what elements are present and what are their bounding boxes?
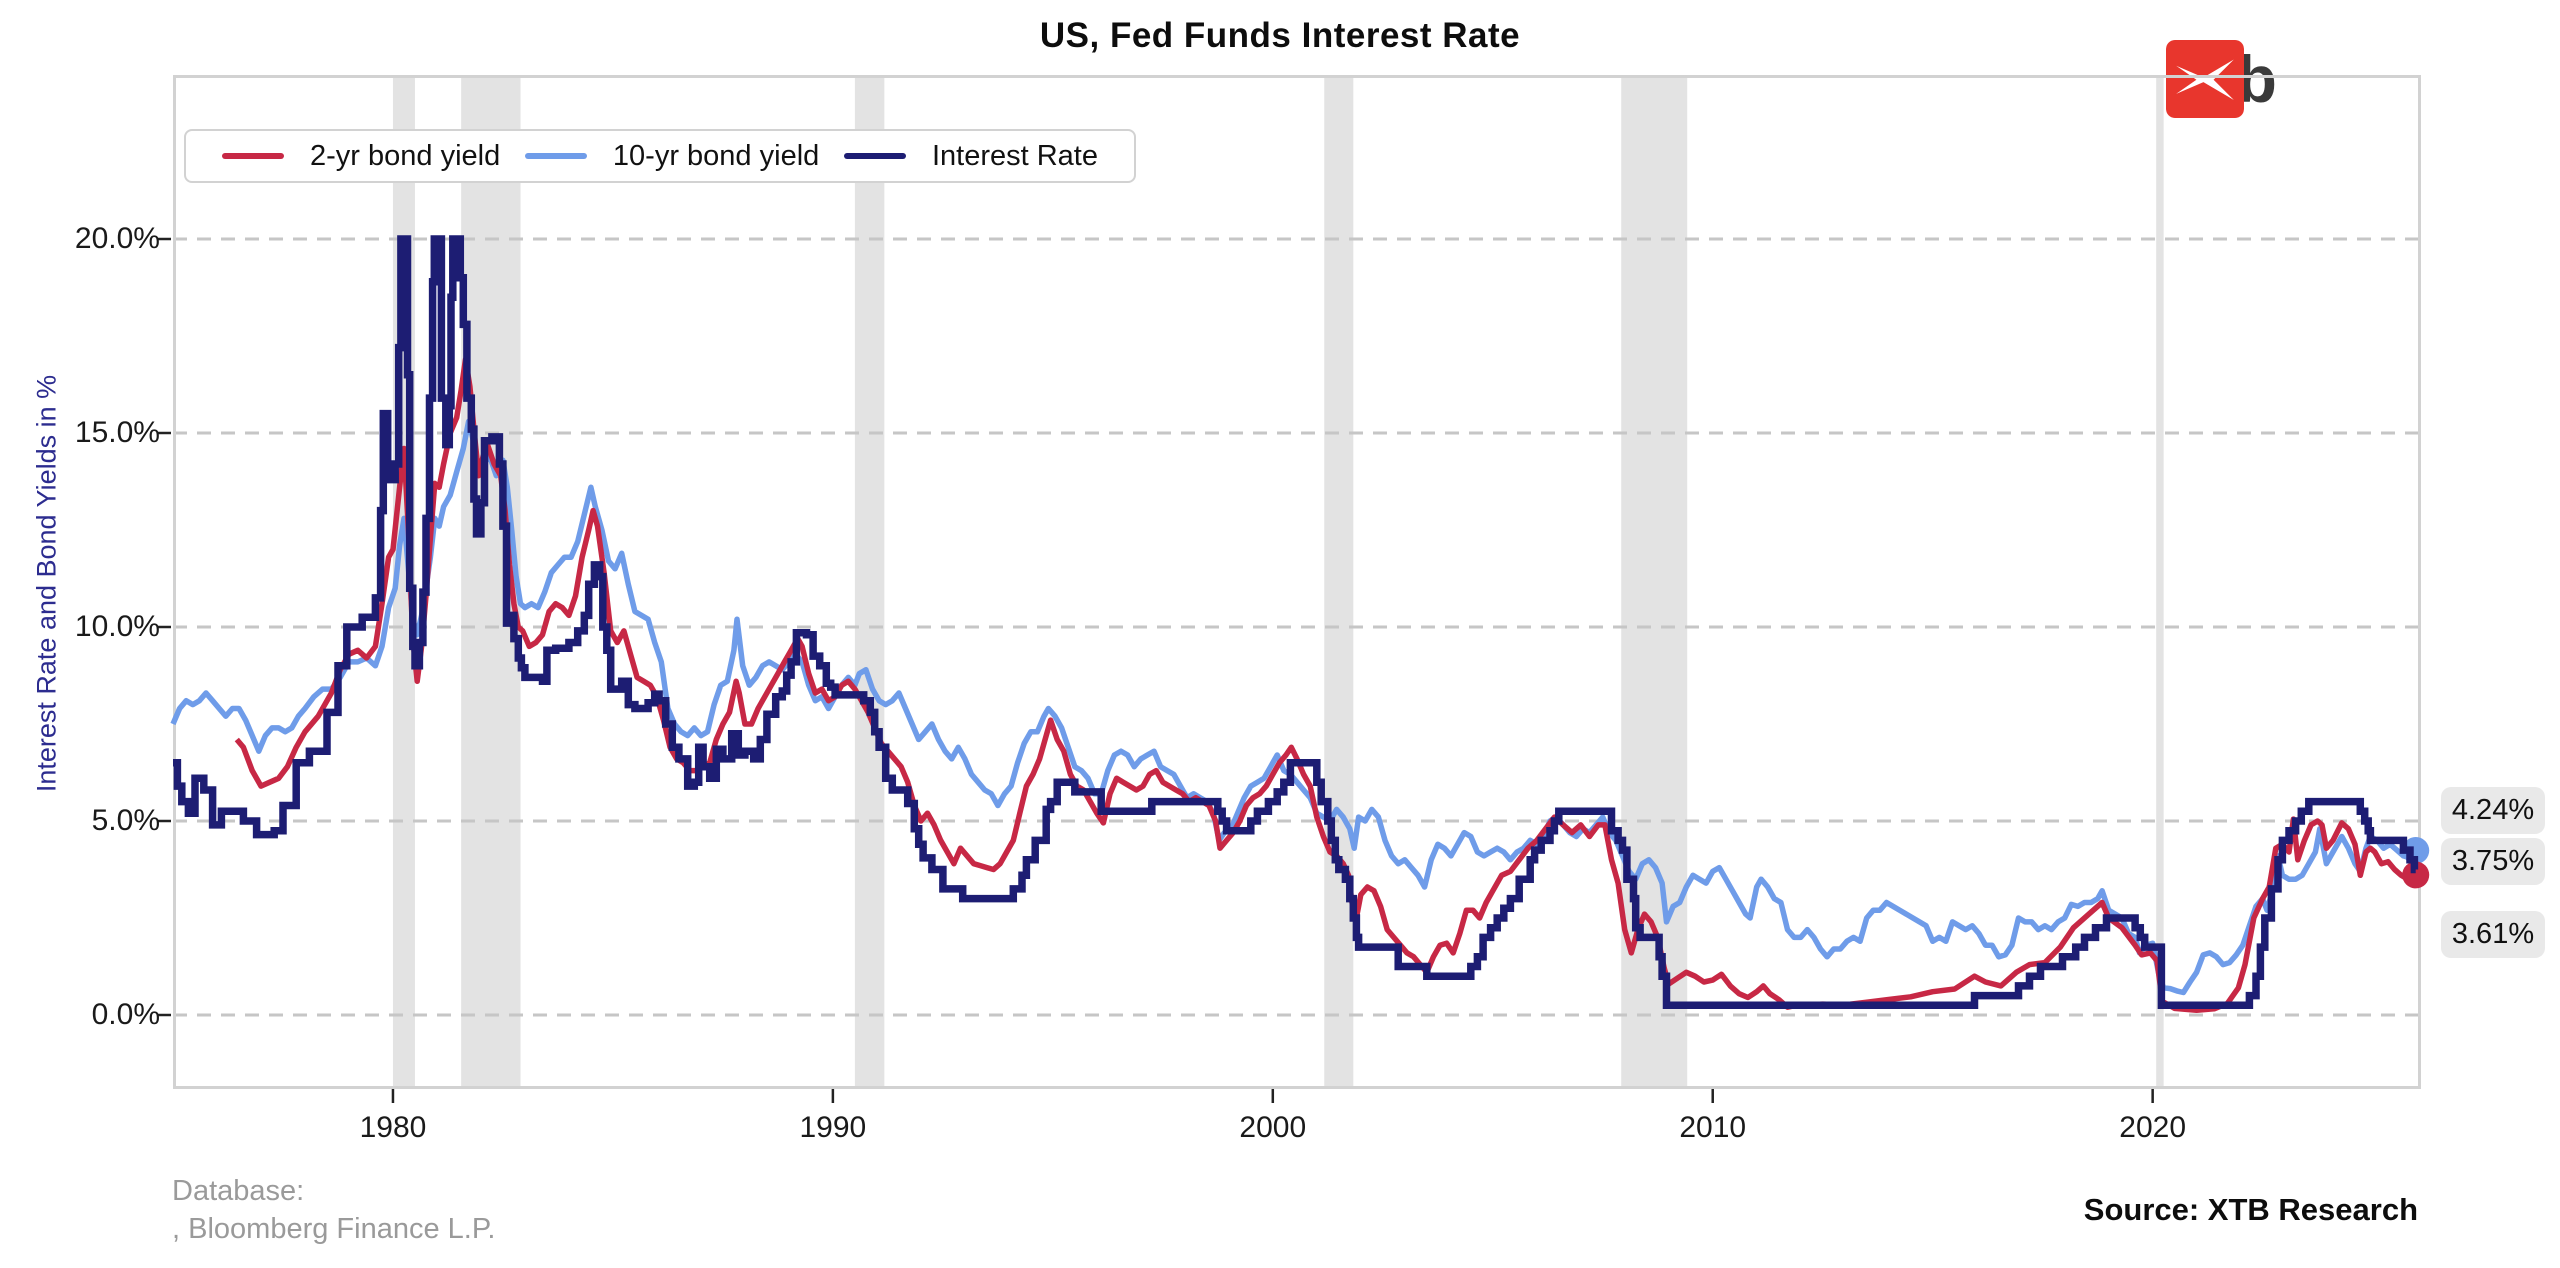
chart-legend: 2-yr bond yield 10-yr bond yield Interes… (184, 129, 1136, 183)
database-note-line1: Database: (172, 1175, 305, 1207)
legend-item-2yr: 2-yr bond yield (222, 140, 500, 173)
chart-title: US, Fed Funds Interest Rate (1039, 16, 1521, 55)
y-tick-label: 5.0% (91, 804, 160, 837)
y-tick-label: 10.0% (74, 610, 160, 643)
x-tick-label: 1990 (799, 1111, 867, 1144)
end-value-badge-10yr: 4.24% (2441, 787, 2545, 834)
x-tick-label: 1980 (359, 1111, 427, 1144)
recession-band (1324, 75, 1354, 1089)
legend-swatch-10yr (524, 153, 587, 159)
series-interest-rate (173, 235, 2419, 1010)
series-2-yr-bond-yield (234, 356, 2418, 1014)
y-tick-label: 15.0% (74, 416, 160, 449)
x-tick-label: 2010 (1679, 1111, 1747, 1144)
legend-label-2yr: 2-yr bond yield (310, 139, 501, 172)
x-tick-label: 2020 (2119, 1111, 2187, 1144)
database-note: Database: , Bloomberg Finance L.P. (172, 1172, 496, 1248)
y-tick-label: 0.0% (91, 998, 160, 1031)
x-tick-label: 2000 (1239, 1111, 1307, 1144)
legend-label-interest-rate: Interest Rate (931, 139, 1098, 172)
plot-border (173, 75, 2421, 1089)
recession-band (854, 75, 885, 1089)
source-note: Source: XTB Research (2083, 1192, 2418, 1227)
xtb-logo-icon (2166, 40, 2244, 118)
end-value-badge-interest-rate: 3.75% (2441, 838, 2545, 885)
legend-item-10yr: 10-yr bond yield (524, 139, 820, 173)
database-note-line2: , Bloomberg Finance L.P. (172, 1213, 496, 1245)
legend-item-interest-rate: Interest Rate (843, 139, 1098, 173)
legend-label-10yr: 10-yr bond yield (612, 139, 820, 172)
legend-swatch-2yr (222, 153, 284, 159)
xtb-logo: xtb (2166, 40, 2277, 118)
end-value-badge-2yr: 3.61% (2441, 911, 2545, 958)
y-tick-label: 20.0% (74, 222, 160, 255)
series-end-dot-2-yr-bond-yield (2402, 861, 2430, 889)
x-icon (2176, 59, 2234, 101)
recession-band (2156, 75, 2164, 1089)
legend-swatch-interest-rate (843, 153, 906, 159)
